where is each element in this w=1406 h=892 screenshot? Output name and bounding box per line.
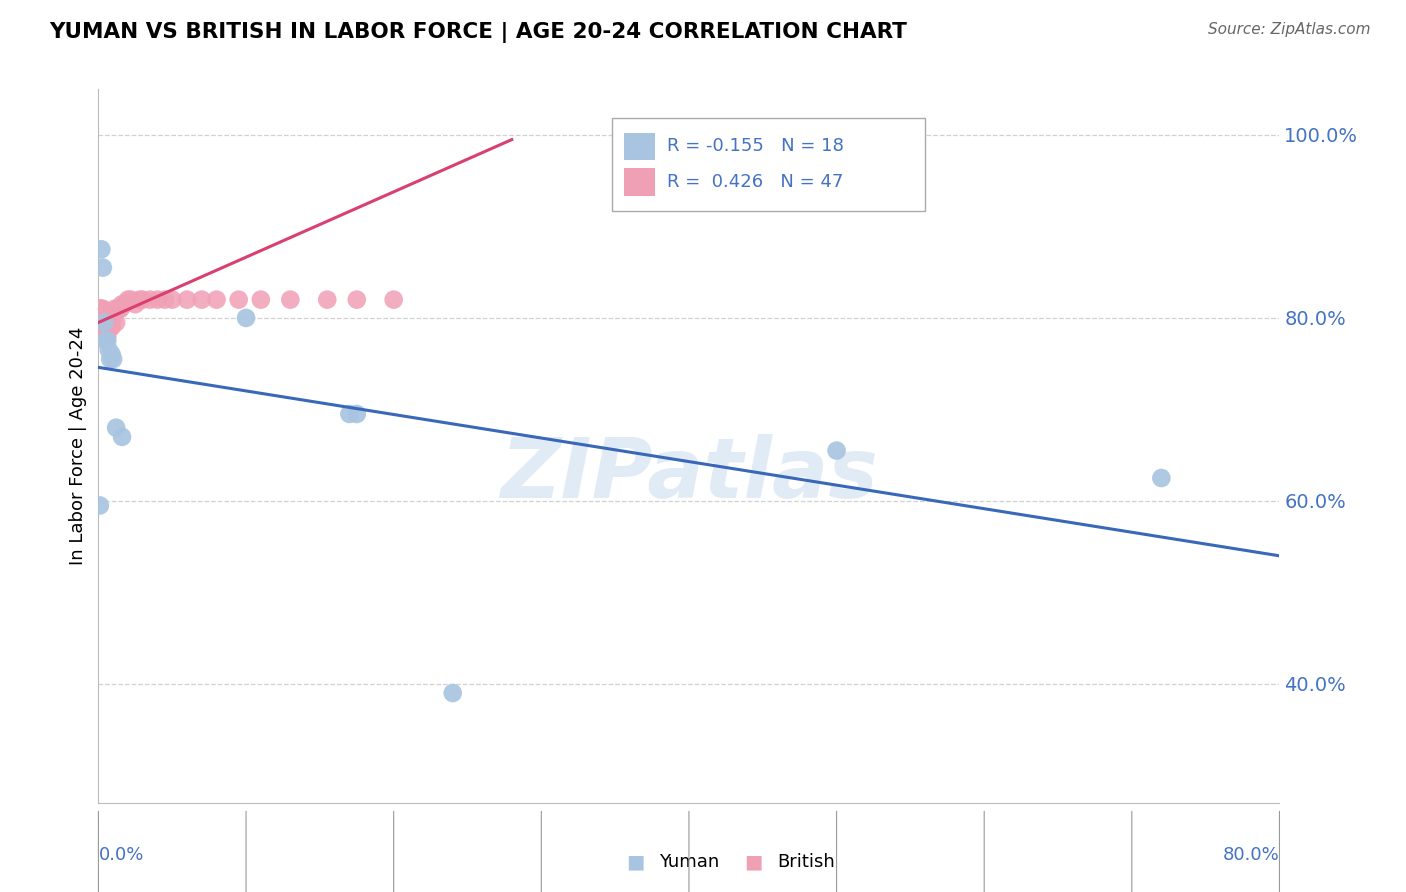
Point <box>98 320 121 334</box>
Point <box>104 301 127 316</box>
Point <box>97 320 120 334</box>
Point <box>316 293 339 307</box>
Point <box>346 293 368 307</box>
Point <box>105 420 128 434</box>
Point <box>90 325 112 339</box>
Text: ■: ■ <box>745 853 763 871</box>
Text: R =  0.426   N = 47: R = 0.426 N = 47 <box>666 173 842 191</box>
Point <box>89 301 111 316</box>
Y-axis label: In Labor Force | Age 20-24: In Labor Force | Age 20-24 <box>69 326 87 566</box>
Point <box>280 293 302 307</box>
Text: R = -0.155   N = 18: R = -0.155 N = 18 <box>666 137 844 155</box>
Point <box>117 293 139 307</box>
Text: YUMAN VS BRITISH IN LABOR FORCE | AGE 20-24 CORRELATION CHART: YUMAN VS BRITISH IN LABOR FORCE | AGE 20… <box>49 22 907 44</box>
Point <box>120 293 142 307</box>
Text: Yuman: Yuman <box>659 853 720 871</box>
Point <box>132 293 155 307</box>
Text: ■: ■ <box>627 853 645 871</box>
Point <box>139 293 162 307</box>
Point <box>90 301 112 316</box>
Point <box>93 310 115 325</box>
Text: 80.0%: 80.0% <box>1223 846 1279 863</box>
Point <box>94 325 117 339</box>
Point <box>162 293 183 307</box>
Text: 0.0%: 0.0% <box>98 846 143 863</box>
Text: British: British <box>778 853 835 871</box>
Point <box>111 297 134 311</box>
Point <box>89 310 111 325</box>
FancyBboxPatch shape <box>624 133 655 160</box>
Point <box>250 293 273 307</box>
Point <box>100 347 122 361</box>
FancyBboxPatch shape <box>624 169 655 195</box>
Point <box>97 310 120 325</box>
Point <box>128 293 150 307</box>
Point <box>441 686 464 700</box>
Point <box>228 293 250 307</box>
Point <box>146 293 169 307</box>
Point <box>98 310 121 325</box>
Point <box>96 320 118 334</box>
Point <box>235 310 257 325</box>
Point <box>105 316 128 330</box>
Point <box>110 301 132 316</box>
Point <box>153 293 176 307</box>
Point <box>91 301 114 316</box>
Point <box>108 301 131 316</box>
Point <box>93 320 115 334</box>
Point <box>111 430 134 444</box>
Point <box>96 334 118 348</box>
Point <box>98 352 121 367</box>
Point <box>176 293 198 307</box>
Point <box>114 297 136 311</box>
Point <box>89 499 111 513</box>
FancyBboxPatch shape <box>612 118 925 211</box>
Point <box>103 310 125 325</box>
Point <box>1150 471 1173 485</box>
Point <box>124 297 146 311</box>
Point <box>191 293 214 307</box>
Point <box>90 310 112 325</box>
Point <box>107 301 129 316</box>
Point <box>91 310 114 325</box>
Point <box>382 293 405 307</box>
Point <box>89 320 111 334</box>
Point <box>96 329 118 343</box>
Point <box>205 293 228 307</box>
Point <box>94 334 117 348</box>
Text: Source: ZipAtlas.com: Source: ZipAtlas.com <box>1208 22 1371 37</box>
Point <box>825 443 848 458</box>
Text: ZIPatlas: ZIPatlas <box>501 434 877 515</box>
Point <box>346 407 368 421</box>
Point <box>339 407 361 421</box>
Point <box>91 260 114 275</box>
Point <box>103 352 125 367</box>
Point <box>93 316 115 330</box>
Point <box>100 320 122 334</box>
Point <box>89 301 111 316</box>
Point <box>97 343 120 357</box>
Point <box>90 242 112 256</box>
Point <box>91 316 114 330</box>
Point <box>94 316 117 330</box>
